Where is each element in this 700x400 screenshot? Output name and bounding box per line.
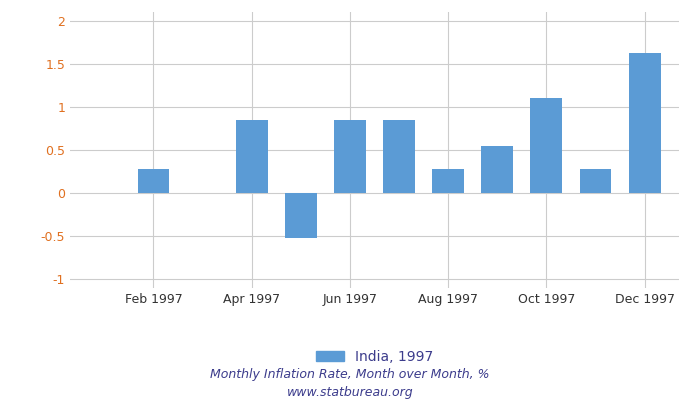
Bar — [334, 120, 366, 193]
Text: www.statbureau.org: www.statbureau.org — [287, 386, 413, 399]
Bar — [285, 193, 317, 238]
Bar — [482, 146, 513, 193]
Bar — [383, 120, 415, 193]
Bar — [137, 169, 169, 193]
Legend: India, 1997: India, 1997 — [310, 345, 439, 370]
Bar — [580, 169, 612, 193]
Bar — [531, 98, 562, 193]
Text: Monthly Inflation Rate, Month over Month, %: Monthly Inflation Rate, Month over Month… — [210, 368, 490, 381]
Bar — [629, 52, 661, 193]
Bar — [432, 169, 464, 193]
Bar — [236, 120, 267, 193]
